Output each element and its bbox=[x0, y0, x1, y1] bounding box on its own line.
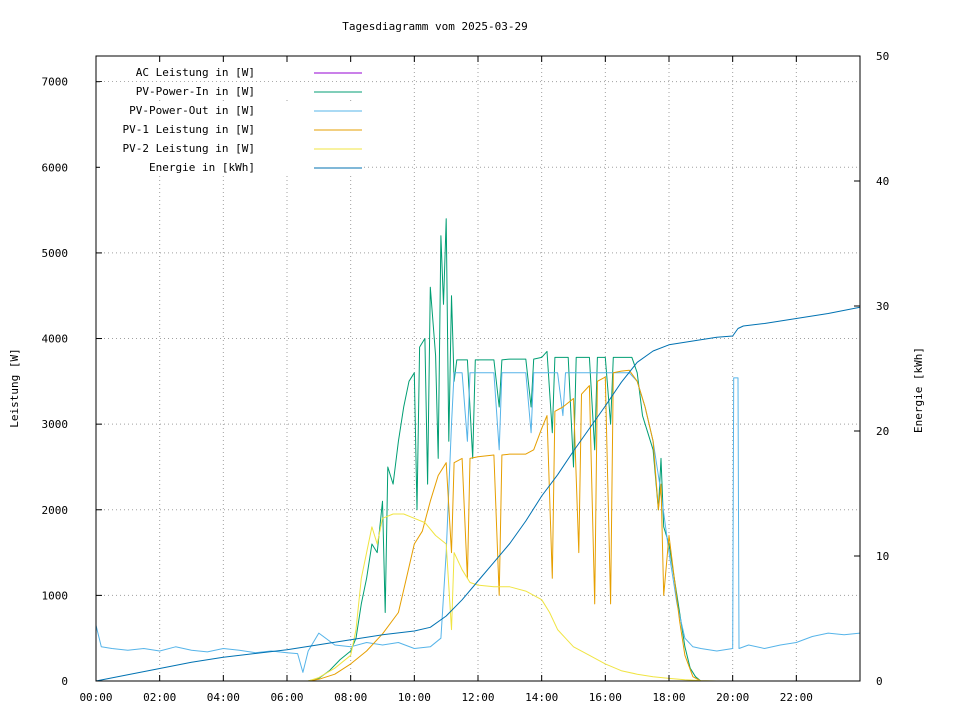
axes: 00:00 02:00 04:00 06:00 08:00 10:00 12:00 14:00… bbox=[42, 50, 890, 704]
series-line-3 bbox=[308, 369, 702, 682]
y-tick-label: 2000 bbox=[42, 504, 69, 517]
y-tick-label: 7000 bbox=[42, 76, 69, 89]
legend-bg bbox=[100, 82, 362, 100]
series-line-4 bbox=[308, 513, 717, 682]
series-line-2 bbox=[95, 372, 861, 673]
legend-bg bbox=[100, 101, 362, 119]
y-tick-label: 5000 bbox=[42, 247, 69, 260]
x-tick-label: 22:00 bbox=[780, 691, 813, 704]
y2-axis-label: Energie [kWh] bbox=[912, 347, 925, 433]
x-tick-label: 20:00 bbox=[716, 691, 749, 704]
chart-title: Tagesdiagramm vom 2025-03-29 bbox=[342, 20, 527, 33]
legend-label-5: Energie in [kWh] bbox=[149, 161, 255, 174]
x-tick-label: 00:00 bbox=[79, 691, 112, 704]
legend-label-1: PV-Power-In in [W] bbox=[136, 85, 255, 98]
legend-label-2: PV-Power-Out in [W] bbox=[129, 104, 255, 117]
x-tick-label: 16:00 bbox=[589, 691, 622, 704]
x-tick-label: 08:00 bbox=[334, 691, 367, 704]
y2-tick-label: 10 bbox=[876, 550, 889, 563]
x-tick-label: 02:00 bbox=[143, 691, 176, 704]
y2-tick-label: 20 bbox=[876, 425, 889, 438]
y-tick-label: 6000 bbox=[42, 161, 69, 174]
legend-label-4: PV-2 Leistung in [W] bbox=[123, 142, 255, 155]
x-tick-label: 04:00 bbox=[207, 691, 240, 704]
x-tick-label: 14:00 bbox=[525, 691, 558, 704]
legend-bg bbox=[100, 63, 362, 81]
y-tick-label: 1000 bbox=[42, 589, 69, 602]
y-tick-label: 0 bbox=[61, 675, 68, 688]
x-tick-label: 10:00 bbox=[398, 691, 431, 704]
x-tick-label: 18:00 bbox=[652, 691, 685, 704]
y-tick-label: 4000 bbox=[42, 333, 69, 346]
y2-tick-label: 50 bbox=[876, 50, 889, 63]
legend-bg bbox=[100, 120, 362, 138]
y2-tick-label: 40 bbox=[876, 175, 889, 188]
legend-label-0: AC Leistung in [W] bbox=[136, 66, 255, 79]
series-layer bbox=[95, 218, 861, 682]
legend: AC Leistung in [W] PV-Power-In in [W] PV-P… bbox=[100, 63, 362, 176]
plot-frame bbox=[95, 55, 861, 682]
y2-tick-label: 30 bbox=[876, 300, 889, 313]
x-tick-label: 12:00 bbox=[461, 691, 494, 704]
legend-bg bbox=[100, 158, 362, 176]
series-line-5 bbox=[95, 306, 861, 682]
series-line-1 bbox=[308, 218, 702, 682]
y-axis-label: Leistung [W] bbox=[8, 348, 21, 427]
legend-bg bbox=[100, 139, 362, 157]
legend-label-3: PV-1 Leistung in [W] bbox=[123, 123, 255, 136]
x-tick-label: 06:00 bbox=[270, 691, 303, 704]
y2-tick-label: 0 bbox=[876, 675, 883, 688]
y-tick-label: 3000 bbox=[42, 418, 69, 431]
